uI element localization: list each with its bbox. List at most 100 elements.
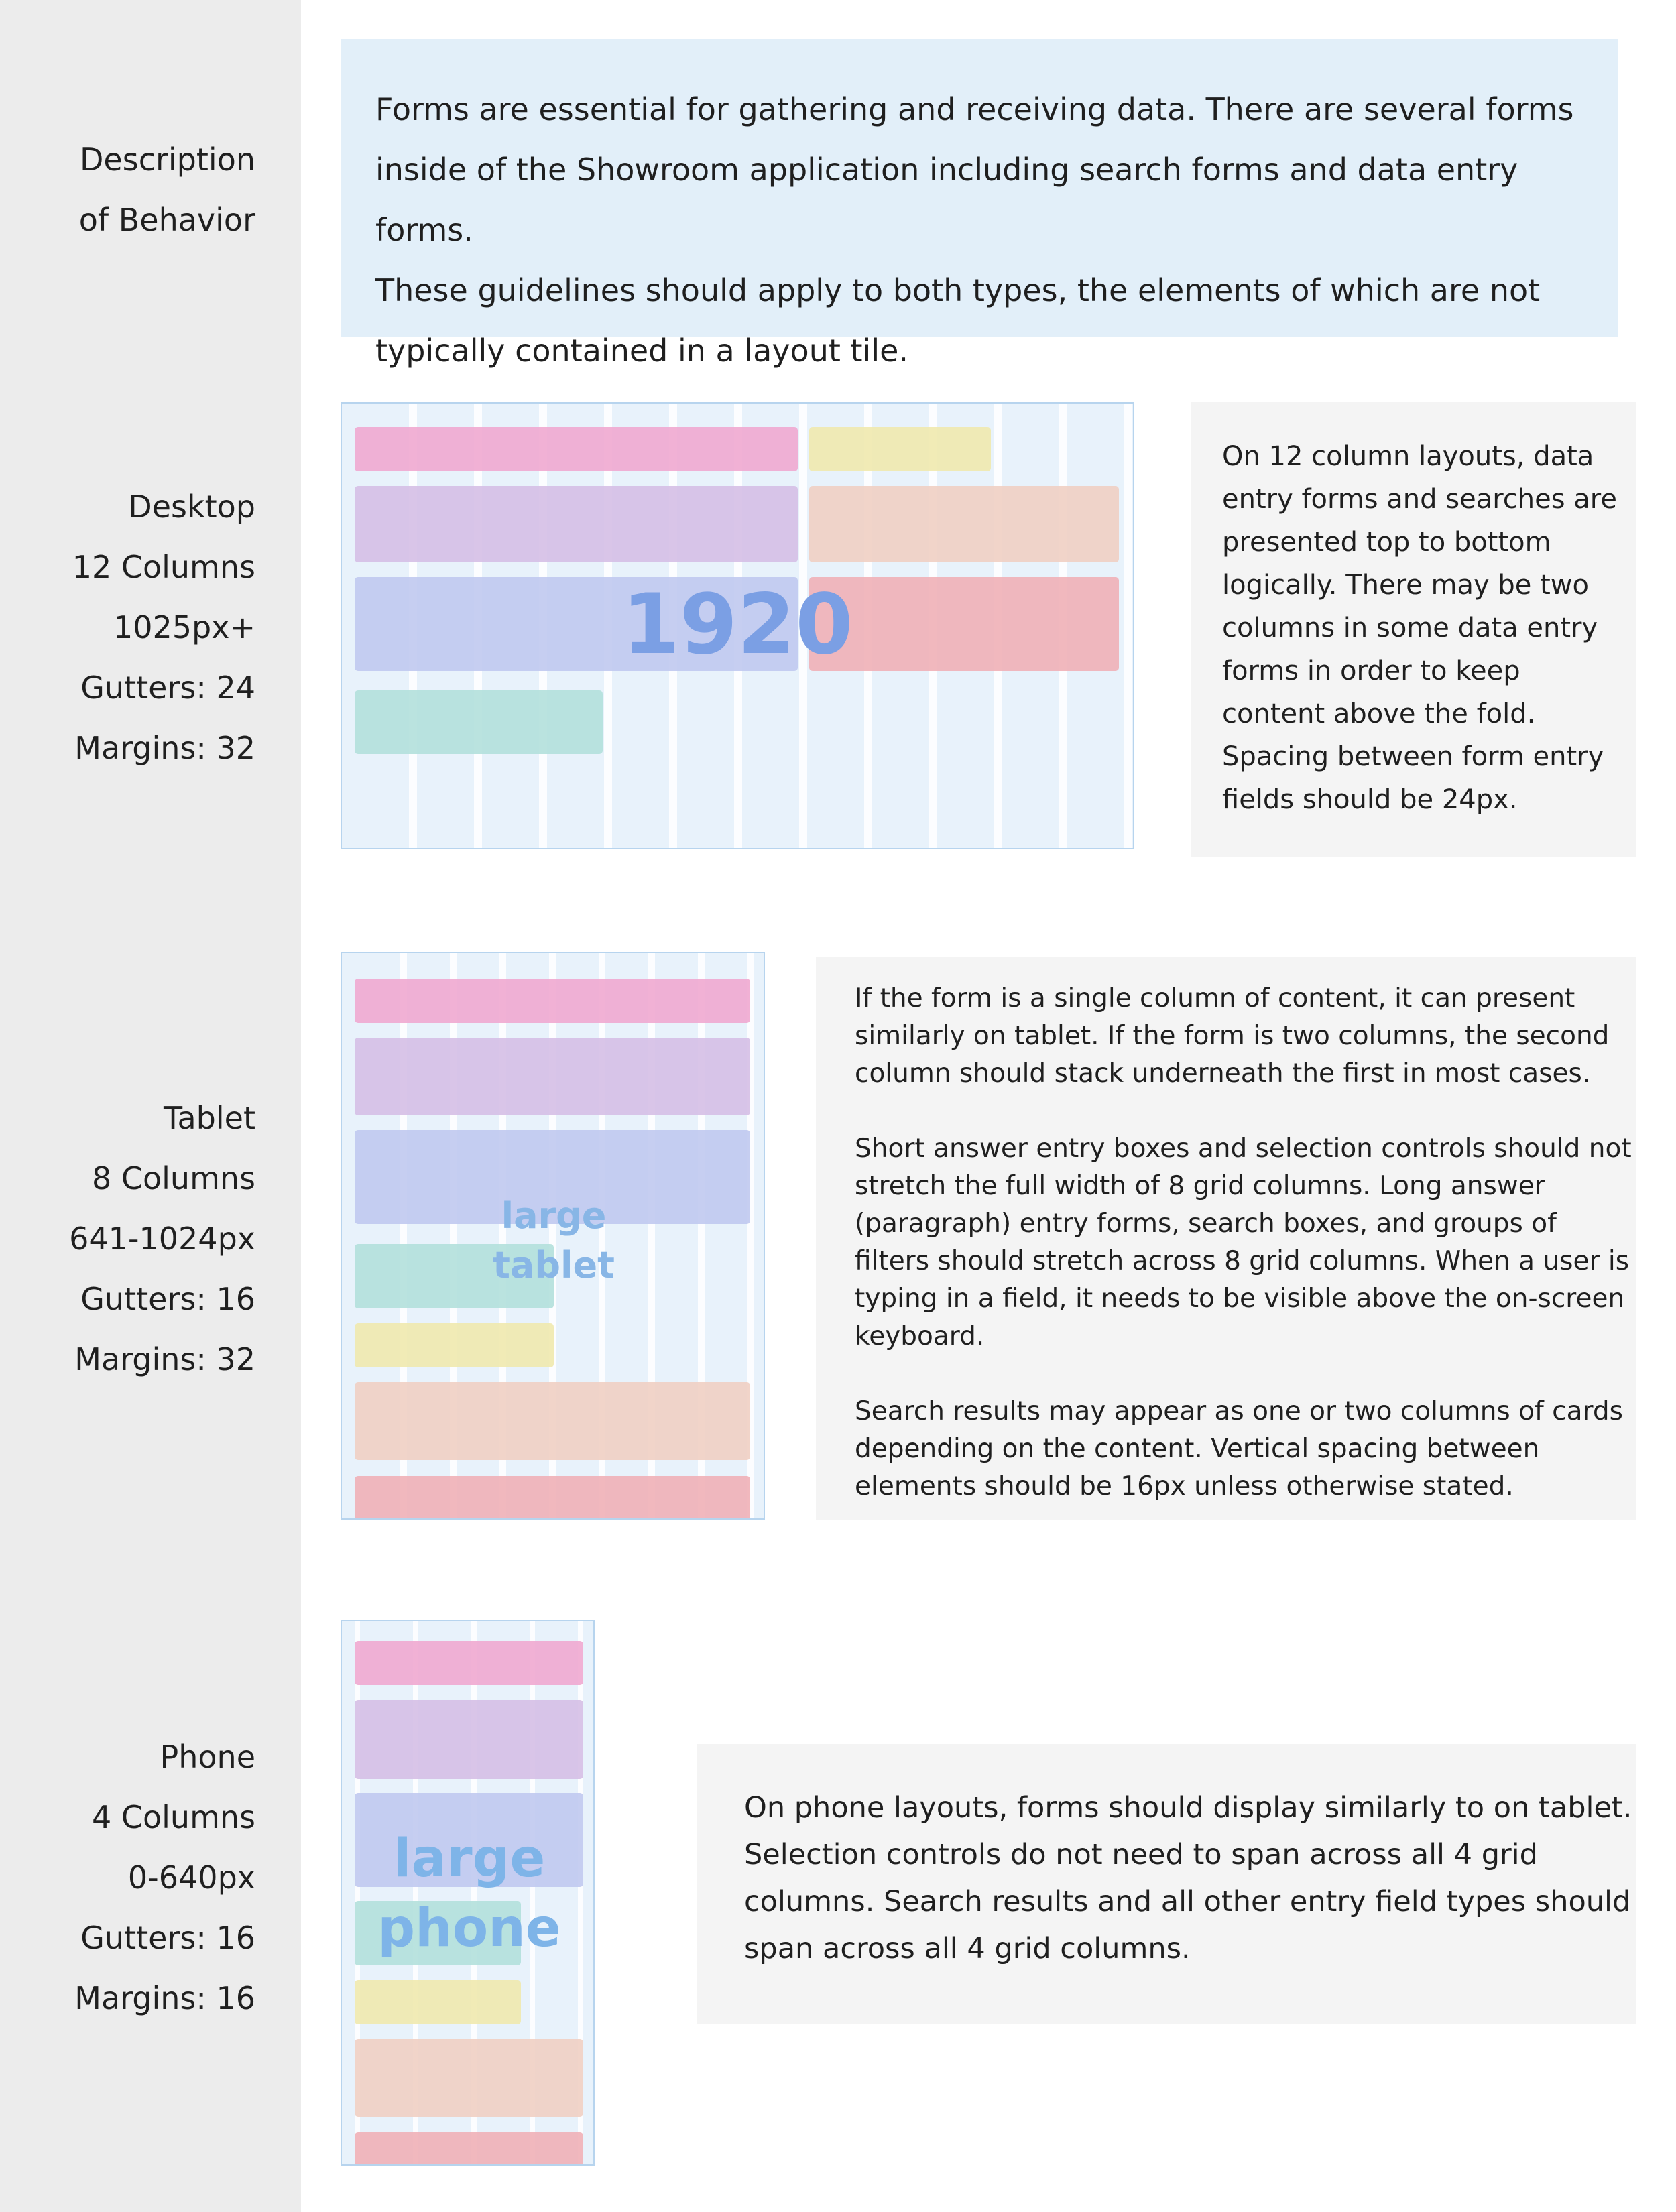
watermark-line: large — [393, 1829, 546, 1889]
viewport-watermark: large phone — [369, 1824, 570, 1963]
desktop-notes-panel: On 12 column layouts, data entry forms a… — [1191, 402, 1636, 857]
label-line: 4 Columns — [91, 1799, 255, 1835]
tablet-note-line: column should stack underneath the first… — [855, 1058, 1591, 1089]
label-line: 1025px+ — [113, 609, 255, 646]
form-field-block — [355, 979, 750, 1023]
tablet-note-line: elements should be 16px unless otherwise… — [855, 1471, 1514, 1501]
form-field-block — [355, 1382, 750, 1460]
grid-gutter — [450, 953, 457, 1518]
form-field-block — [355, 577, 798, 671]
tablet-note-line: typing in a field, it needs to be visibl… — [855, 1284, 1625, 1314]
grid-gutter — [549, 953, 556, 1518]
label-line: Margins: 16 — [74, 1980, 255, 2016]
phone-note-line: Selection controls do not need to span a… — [744, 1838, 1538, 1871]
tablet-note-paragraph: If the form is a single column of conten… — [855, 980, 1636, 1093]
label-line: 641-1024px — [69, 1221, 255, 1257]
tablet-note-paragraph: Short answer entry boxes and selection c… — [855, 1130, 1636, 1355]
grid-gutter — [499, 953, 506, 1518]
grid-gutter — [599, 953, 605, 1518]
label-line: 12 Columns — [72, 549, 255, 585]
tablet-note-line: stretch the full width of 8 grid columns… — [855, 1171, 1545, 1201]
tablet-note-line: If the form is a single column of conten… — [855, 983, 1575, 1013]
viewport-width-watermark: 1920 — [621, 576, 853, 673]
label-line: Description — [80, 141, 255, 178]
grid-gutter — [747, 953, 754, 1518]
label-line: 0-640px — [127, 1859, 255, 1896]
label-line: Desktop — [128, 489, 255, 525]
grid-gutter — [1124, 404, 1132, 848]
form-field-block — [355, 1793, 583, 1887]
description-line: Forms are essential for gathering and re… — [375, 91, 1574, 127]
grid-gutter — [799, 404, 807, 848]
tablet-note-line: (paragraph) entry forms, search boxes, a… — [855, 1209, 1557, 1239]
watermark-line: phone — [377, 1898, 561, 1959]
desktop-note-line: fields should be 24px. — [1222, 784, 1518, 815]
grid-gutter — [355, 1621, 360, 2164]
form-field-block — [355, 1476, 750, 1518]
label-line: Gutters: 24 — [80, 670, 255, 706]
grid-gutter — [578, 1621, 583, 2164]
desktop-grid-illustration: 1920 — [341, 402, 1134, 849]
desktop-note-line: entry forms and searches are — [1222, 484, 1617, 515]
tablet-note-line: depending on the content. Vertical spaci… — [855, 1434, 1540, 1464]
desktop-note-line: content above the fold. — [1222, 698, 1536, 729]
tablet-note-line: Short answer entry boxes and selection c… — [855, 1133, 1632, 1164]
label-line: Tablet — [164, 1100, 255, 1136]
description-line: These guidelines should apply to both ty… — [375, 272, 1541, 308]
grid-gutter — [471, 1621, 477, 2164]
form-field-block — [809, 486, 1119, 562]
label-line: of Behavior — [78, 202, 255, 238]
tablet-grid-illustration: large tablet — [341, 952, 765, 1520]
label-line: Phone — [160, 1739, 256, 1775]
desktop-note-line: On 12 column layouts, data — [1222, 441, 1594, 472]
phone-note-line: columns. Search results and all other en… — [744, 1885, 1631, 1918]
phone-note-line: span across all 4 grid columns. — [744, 1932, 1191, 1965]
label-line: Gutters: 16 — [80, 1281, 255, 1317]
tablet-label: Tablet 8 Columns 641-1024px Gutters: 16 … — [69, 1088, 255, 1390]
form-field-block — [355, 1323, 554, 1367]
description-line: inside of the Showroom application inclu… — [375, 151, 1518, 248]
form-field-block — [809, 427, 991, 471]
form-field-block — [809, 577, 1119, 671]
tablet-note-line: Search results may appear as one or two … — [855, 1396, 1623, 1426]
watermark-line: tablet — [493, 1244, 615, 1286]
tablet-note-line: filters should stretch across 8 grid col… — [855, 1246, 1630, 1276]
label-line: 8 Columns — [91, 1160, 255, 1196]
label-line: Margins: 32 — [74, 730, 255, 766]
tablet-note-paragraph: Search results may appear as one or two … — [855, 1393, 1636, 1506]
form-field-block — [355, 1901, 521, 1965]
form-field-block — [355, 1700, 583, 1779]
description-line: typically contained in a layout tile. — [375, 332, 909, 369]
desktop-note-line: forms in order to keep — [1222, 656, 1520, 686]
form-field-block — [355, 2132, 583, 2164]
description-panel: Forms are essential for gathering and re… — [341, 39, 1618, 369]
phone-notes-panel: On phone layouts, forms should display s… — [697, 1744, 1636, 2024]
phone-label: Phone 4 Columns 0-640px Gutters: 16 Marg… — [74, 1727, 255, 2028]
desktop-label: Desktop 12 Columns 1025px+ Gutters: 24 M… — [72, 477, 255, 778]
tablet-note-line: keyboard. — [855, 1321, 985, 1351]
form-field-block — [355, 486, 798, 562]
grid-gutter — [648, 953, 655, 1518]
form-field-block — [355, 1038, 750, 1115]
form-field-block — [355, 1641, 583, 1685]
form-field-block — [355, 2039, 583, 2117]
form-field-block — [355, 1244, 554, 1308]
desktop-note-line: presented top to bottom — [1222, 527, 1551, 558]
watermark-line: large — [501, 1194, 607, 1237]
grid-gutter — [400, 953, 407, 1518]
description-label: Description of Behavior — [79, 129, 255, 250]
viewport-watermark: large tablet — [480, 1191, 627, 1290]
tablet-notes-panel: If the form is a single column of conten… — [816, 957, 1636, 1520]
grid-gutter — [413, 1621, 418, 2164]
label-line: Margins: 32 — [74, 1341, 255, 1377]
form-field-block — [355, 690, 603, 754]
form-field-block — [355, 427, 798, 471]
phone-grid-illustration: large phone — [341, 1620, 595, 2166]
sidebar — [0, 0, 301, 2212]
form-field-block — [355, 1980, 521, 2024]
tablet-note-line: similarly on tablet. If the form is two … — [855, 1021, 1610, 1051]
grid-gutter — [698, 953, 705, 1518]
desktop-note-line: Spacing between form entry — [1222, 741, 1604, 772]
form-field-block — [355, 1130, 750, 1224]
label-line: Gutters: 16 — [80, 1920, 255, 1956]
